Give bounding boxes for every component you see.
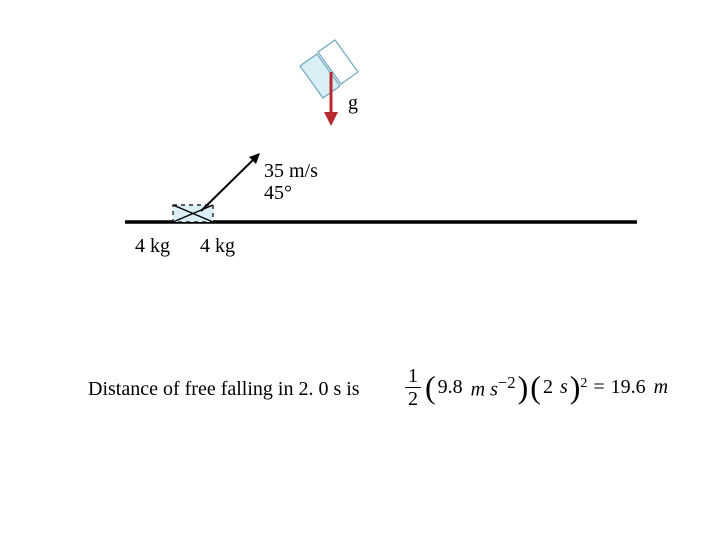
velocity-arrow-shaft bbox=[201, 157, 256, 211]
velocity-speed-label: 35 m/s bbox=[264, 160, 318, 183]
equation-frac-num: 1 bbox=[405, 366, 421, 388]
paren2-close: ) bbox=[570, 369, 581, 406]
equation-val1-num: 9.8 bbox=[438, 376, 463, 399]
equation-val1-unit: m s−2 bbox=[471, 373, 516, 402]
gravity-arrow-head bbox=[324, 112, 338, 126]
paren2-open: ( bbox=[530, 369, 541, 406]
equation-result-num: 19.6 bbox=[611, 376, 646, 399]
equation-eq: = bbox=[593, 376, 604, 399]
gravity-label: g bbox=[348, 92, 358, 115]
paren1-open: ( bbox=[425, 369, 436, 406]
equation-val2-num: 2 bbox=[543, 376, 553, 399]
equation-frac-den: 2 bbox=[405, 388, 421, 409]
equation-result-unit: m bbox=[654, 376, 668, 399]
physics-diagram bbox=[0, 0, 720, 540]
equation-lhs: Distance of free falling in 2. 0 s is bbox=[88, 378, 360, 401]
velocity-angle-label: 45° bbox=[264, 182, 292, 205]
mass-label-left: 4 kg bbox=[135, 235, 170, 258]
equation-rhs: 1 2 ( 9.8 m s−2 ) ( 2 s ) 2 = 19.6 m bbox=[405, 366, 668, 409]
paren1-close: ) bbox=[518, 369, 529, 406]
equation-frac: 1 2 bbox=[405, 366, 421, 409]
equation-val2-exp: 2 bbox=[580, 376, 587, 392]
equation-val2-unit: s bbox=[560, 376, 568, 399]
mass-label-right: 4 kg bbox=[200, 235, 235, 258]
